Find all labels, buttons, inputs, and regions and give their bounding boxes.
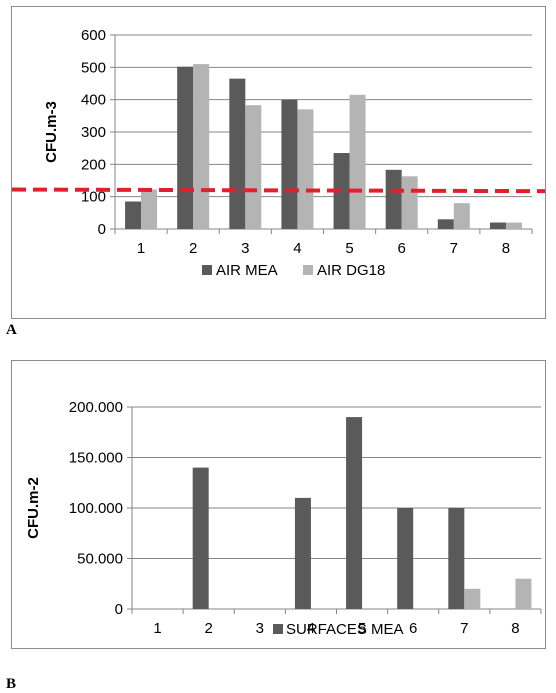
chart-b-x-tick-label: 8	[511, 620, 519, 637]
panel-label-b: B	[6, 676, 17, 692]
chart-a-bar-series-2	[349, 94, 366, 229]
chart-b-bar-series-1	[397, 508, 414, 609]
chart-a-x-tick-label: 7	[450, 240, 458, 257]
chart-a-bar-series-1	[437, 219, 454, 229]
chart-b-x-tick-label: 3	[256, 620, 264, 637]
chart-a-x-tick-label: 4	[293, 240, 301, 257]
chart-b-x-tick-label: 4	[307, 620, 315, 637]
chart-b-y-tick-label: 0	[115, 601, 123, 618]
chart-a-y-tick-label: 0	[98, 221, 106, 238]
chart-b-bar-series-1	[448, 508, 465, 609]
chart-a-bar-series-1	[489, 222, 506, 229]
chart-a-bar-series-2	[245, 105, 262, 229]
chart-a-x-tick-label: 1	[137, 240, 145, 257]
chart-a-bar-series-2	[401, 176, 418, 229]
chart-a-legend-label: AIR DG18	[317, 262, 385, 279]
chart-a-y-tick-label: 500	[81, 59, 106, 76]
chart-a-y-tick-label: 200	[81, 156, 106, 173]
chart-a-bar-series-1	[177, 66, 194, 229]
chart-a-bar-series-1	[229, 78, 246, 230]
chart-a-bar-series-1	[125, 201, 142, 229]
chart-b-svg: 0 50.000 100.000 150.000 200.000 1 2 3 4 5 6 7 8 CFU.…	[25, 399, 542, 638]
chart-b-x-tick-label: 2	[205, 620, 213, 637]
chart-a-y-tick-label: 100	[81, 189, 106, 206]
chart-b-bar-series-2	[464, 588, 481, 609]
chart-a-bar-series-2	[505, 222, 522, 229]
chart-a-legend-swatch	[202, 265, 212, 275]
chart-panel-b: 0 50.000 100.000 150.000 200.000 1 2 3 4 5 6 7 8 CFU.…	[11, 360, 546, 649]
chart-b-x-tick-label: 5	[358, 620, 366, 637]
chart-b-y-tick-label: 200.000	[69, 399, 123, 416]
chart-b-bar-series-1	[192, 467, 209, 609]
chart-b-x-tick-label: 7	[460, 620, 468, 637]
chart-b-y-tick-label: 100.000	[69, 500, 123, 517]
chart-b-bar-series-2	[515, 578, 532, 609]
chart-a-svg: 0 100 200 300 400 500 600 1 2 3 4 5 6 7 8 CFU.m-3 AIR ME…	[11, 27, 546, 279]
chart-b-y-tick-label: 50.000	[77, 551, 123, 568]
panel-label-a: A	[6, 322, 17, 338]
chart-a-legend-label: AIR MEA	[216, 262, 278, 279]
chart-b-x-tick-label: 6	[409, 620, 417, 637]
chart-b-bar-series-1	[346, 417, 363, 609]
chart-a-legend-swatch	[303, 265, 313, 275]
chart-a-bar-series-1	[385, 169, 402, 229]
chart-a-bar-series-2	[193, 64, 210, 229]
chart-a-bar-series-2	[141, 189, 158, 229]
chart-panel-a: 0 100 200 300 400 500 600 1 2 3 4 5 6 7 8 CFU.m-3 AIR ME…	[11, 6, 546, 319]
chart-b-legend-label: SURFACES MEA	[286, 621, 404, 638]
chart-a-bar-series-2	[453, 203, 470, 229]
chart-a-y-axis-label: CFU.m-3	[43, 101, 60, 163]
chart-a-threshold-line	[11, 187, 546, 194]
chart-b-legend-swatch	[273, 624, 283, 634]
chart-a-x-tick-label: 6	[398, 240, 406, 257]
chart-b-bar-series-1	[294, 497, 311, 609]
chart-b-x-tick-label: 1	[153, 620, 161, 637]
chart-b-y-axis-label: CFU.m-2	[25, 477, 42, 539]
chart-a-x-tick-label: 5	[345, 240, 353, 257]
chart-b-y-tick-label: 150.000	[69, 450, 123, 467]
chart-a-bar-series-2	[297, 109, 314, 229]
chart-a-y-tick-label: 400	[81, 92, 106, 109]
chart-a-x-tick-label: 8	[502, 240, 510, 257]
chart-a-y-tick-label: 300	[81, 124, 106, 141]
chart-a-y-tick-label: 600	[81, 27, 106, 44]
chart-a-x-tick-label: 2	[189, 240, 197, 257]
chart-a-bar-series-1	[281, 99, 298, 230]
chart-a-bar-series-1	[333, 153, 350, 229]
chart-a-x-tick-label: 3	[241, 240, 249, 257]
